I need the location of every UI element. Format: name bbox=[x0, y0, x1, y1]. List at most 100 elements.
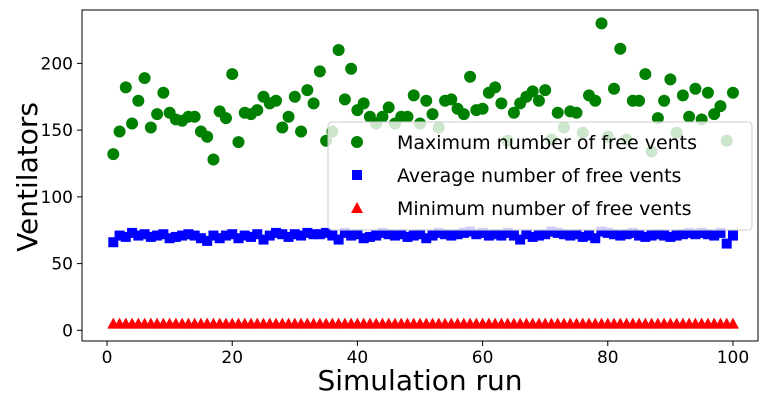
data-point-square bbox=[145, 231, 156, 242]
data-point-square bbox=[389, 230, 400, 241]
data-point-square bbox=[177, 230, 188, 241]
data-point-square bbox=[521, 229, 532, 240]
data-point-circle bbox=[701, 86, 714, 99]
data-point-circle bbox=[476, 102, 489, 115]
data-point-square bbox=[408, 230, 419, 241]
data-point-square bbox=[139, 229, 150, 240]
data-point-square bbox=[727, 230, 738, 241]
data-point-square bbox=[465, 226, 476, 237]
data-point-circle bbox=[445, 93, 458, 106]
data-point-square bbox=[471, 229, 482, 240]
data-point-square bbox=[527, 231, 538, 242]
data-point-square bbox=[546, 226, 557, 237]
data-point-square bbox=[352, 229, 363, 240]
data-point-circle bbox=[507, 106, 520, 119]
data-point-square bbox=[609, 229, 620, 240]
data-point-circle bbox=[407, 89, 420, 102]
data-point-square bbox=[396, 229, 407, 240]
data-point-square bbox=[577, 231, 588, 242]
data-point-square bbox=[558, 229, 569, 240]
y-tick-label: 200 bbox=[41, 54, 73, 74]
legend-label: Minimum number of free vents bbox=[397, 198, 691, 220]
data-point-circle bbox=[633, 94, 646, 107]
data-point-circle bbox=[270, 94, 283, 107]
data-point-circle bbox=[570, 106, 583, 119]
data-point-circle bbox=[495, 97, 508, 110]
y-axis-ticks: 0 50 100 150 200 bbox=[41, 54, 82, 341]
data-point-square bbox=[659, 230, 670, 241]
data-point-square bbox=[640, 231, 651, 242]
y-tick-label: 100 bbox=[41, 188, 73, 208]
data-point-square bbox=[239, 230, 250, 241]
data-point-square bbox=[208, 230, 219, 241]
data-point-square bbox=[252, 229, 263, 240]
data-point-square bbox=[314, 229, 325, 240]
series-triangle bbox=[107, 317, 739, 329]
data-point-circle bbox=[658, 94, 671, 107]
data-point-square bbox=[584, 230, 594, 241]
data-point-circle bbox=[464, 70, 477, 83]
data-point-square bbox=[446, 230, 457, 241]
data-point-circle bbox=[107, 148, 120, 161]
data-point-square bbox=[702, 229, 713, 240]
data-point-square bbox=[133, 230, 144, 241]
data-point-square bbox=[677, 229, 688, 240]
data-point-square bbox=[540, 229, 551, 240]
data-point-square bbox=[277, 229, 288, 240]
y-tick-label: 0 bbox=[62, 321, 73, 341]
data-point-square bbox=[690, 229, 701, 240]
data-point-square bbox=[202, 235, 213, 246]
data-point-square bbox=[289, 229, 300, 240]
data-point-square bbox=[321, 227, 332, 238]
data-point-square bbox=[333, 234, 344, 245]
data-point-square bbox=[302, 227, 313, 238]
data-point-square bbox=[377, 227, 388, 238]
data-point-square bbox=[339, 227, 350, 238]
data-point-square bbox=[308, 229, 319, 240]
data-point-circle bbox=[295, 125, 308, 138]
data-point-square bbox=[477, 227, 488, 238]
data-point-square bbox=[565, 230, 576, 241]
data-point-square bbox=[515, 234, 526, 245]
data-point-circle bbox=[288, 90, 301, 103]
data-point-circle bbox=[332, 44, 345, 57]
data-point-square bbox=[533, 230, 544, 241]
data-point-square bbox=[364, 231, 375, 242]
data-point-circle bbox=[132, 94, 145, 107]
data-point-square bbox=[327, 230, 338, 241]
data-point-square bbox=[120, 231, 131, 242]
data-point-circle bbox=[207, 153, 220, 166]
data-point-circle bbox=[589, 94, 602, 107]
data-point-square bbox=[214, 233, 225, 244]
data-point-circle bbox=[639, 68, 652, 81]
data-point-square bbox=[634, 230, 645, 241]
data-point-square bbox=[258, 234, 269, 245]
data-point-square bbox=[671, 230, 682, 241]
data-point-circle bbox=[276, 121, 289, 134]
data-point-circle bbox=[683, 110, 696, 123]
data-point-circle bbox=[608, 82, 621, 95]
data-point-circle bbox=[726, 86, 739, 99]
x-axis-label: Simulation run bbox=[317, 364, 522, 393]
data-point-circle bbox=[489, 81, 502, 94]
y-tick-label: 150 bbox=[41, 121, 73, 141]
data-point-circle bbox=[357, 97, 370, 110]
x-tick-label: 0 bbox=[102, 348, 113, 368]
y-axis-label: Ventilators bbox=[11, 102, 44, 252]
data-point-circle bbox=[539, 84, 552, 97]
data-point-square bbox=[596, 226, 607, 237]
data-point-circle bbox=[157, 86, 170, 99]
data-point-circle bbox=[201, 130, 214, 143]
data-point-square bbox=[264, 230, 275, 241]
data-point-square bbox=[665, 231, 676, 242]
data-point-square bbox=[189, 230, 200, 241]
data-point-circle bbox=[138, 72, 151, 85]
data-point-square bbox=[684, 227, 695, 238]
data-point-circle bbox=[532, 94, 545, 107]
plot-frame bbox=[81, 9, 759, 342]
data-point-square bbox=[440, 229, 451, 240]
x-tick-label: 60 bbox=[472, 348, 494, 368]
data-point-circle bbox=[301, 84, 314, 97]
data-point-square bbox=[170, 231, 181, 242]
data-point-square bbox=[346, 230, 357, 241]
